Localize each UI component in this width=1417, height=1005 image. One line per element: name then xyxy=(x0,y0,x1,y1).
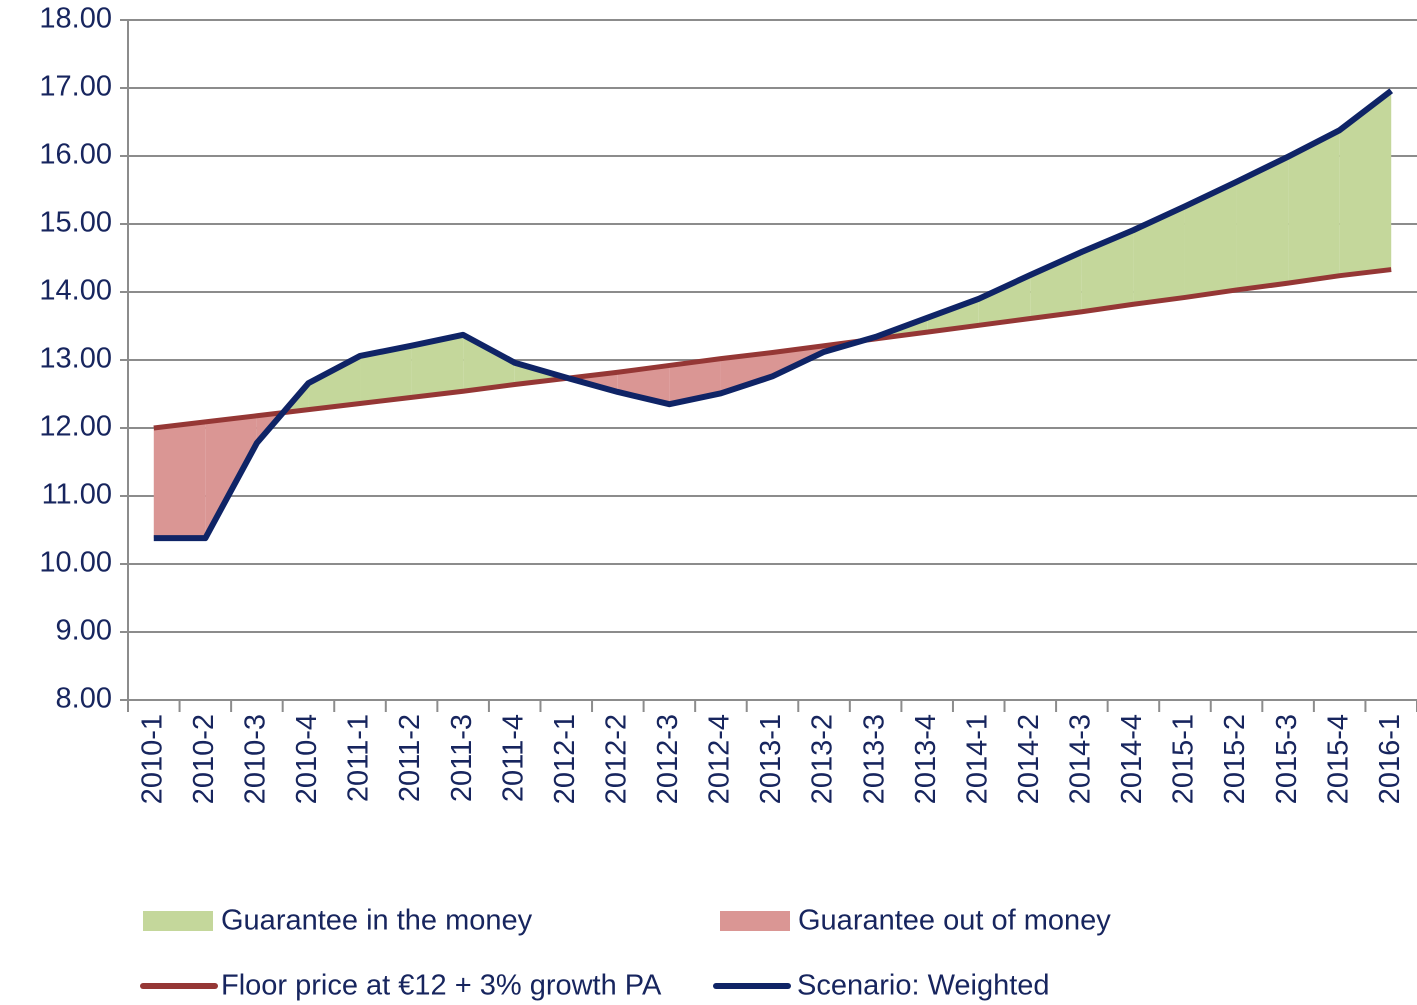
x-tick-label: 2015-3 xyxy=(1271,714,1303,804)
y-tick-label: 10.00 xyxy=(39,547,112,579)
y-tick-label: 14.00 xyxy=(39,275,112,307)
x-tick-label: 2013-4 xyxy=(910,714,942,804)
legend-label: Floor price at €12 + 3% growth PA xyxy=(221,970,662,1002)
x-tick-label: 2014-2 xyxy=(1013,714,1045,804)
area-segment xyxy=(1288,130,1340,284)
y-tick-label: 16.00 xyxy=(39,139,112,171)
y-tick-label: 17.00 xyxy=(39,71,112,103)
area-segment xyxy=(1081,230,1134,312)
x-tick-label: 2012-2 xyxy=(600,714,632,804)
area-segment xyxy=(205,415,257,539)
y-tick-label: 11.00 xyxy=(42,479,112,511)
x-tick-label: 2013-3 xyxy=(858,714,890,804)
y-tick-label: 8.00 xyxy=(56,683,112,715)
area-segment xyxy=(978,275,1031,326)
x-tick-label: 2013-2 xyxy=(807,714,839,804)
x-tick-label: 2014-4 xyxy=(1116,714,1148,804)
legend-label: Guarantee out of money xyxy=(798,905,1111,937)
legend-swatch xyxy=(720,911,790,931)
x-tick-label: 2015-2 xyxy=(1219,714,1251,804)
area-segment xyxy=(463,334,515,392)
x-tick-label: 2015-1 xyxy=(1168,714,1200,804)
x-tick-label: 2011-4 xyxy=(497,714,529,802)
area-segment xyxy=(360,345,412,404)
y-tick-label: 13.00 xyxy=(39,343,112,375)
x-tick-label: 2010-4 xyxy=(291,714,323,804)
x-tick-label: 2011-2 xyxy=(394,714,426,802)
x-tick-label: 2014-1 xyxy=(961,714,993,804)
area-segment xyxy=(1133,206,1185,305)
area-segment xyxy=(411,334,464,398)
area-segment xyxy=(927,298,979,333)
x-tick-label: 2015-4 xyxy=(1322,714,1354,804)
x-tick-label: 2013-1 xyxy=(755,714,787,804)
y-tick-label: 9.00 xyxy=(56,615,112,647)
area-segment xyxy=(153,421,206,539)
x-tick-label: 2012-3 xyxy=(652,714,684,804)
x-tick-label: 2010-2 xyxy=(188,714,220,804)
legend-label: Scenario: Weighted xyxy=(797,970,1050,1002)
legend-label: Guarantee in the money xyxy=(221,905,533,937)
legend-swatch xyxy=(143,911,213,931)
line-series xyxy=(153,267,1392,431)
area-segment xyxy=(308,355,361,410)
area-segment xyxy=(1184,181,1237,298)
area-segment xyxy=(720,352,773,394)
x-tick-label: 2010-1 xyxy=(136,714,168,804)
y-tick-label: 18.00 xyxy=(39,3,112,35)
y-tick-label: 12.00 xyxy=(39,411,112,443)
y-tick-label: 15.00 xyxy=(39,207,112,239)
area-segment xyxy=(669,358,721,405)
x-tick-label: 2012-4 xyxy=(704,714,736,804)
area-segment xyxy=(1030,251,1082,319)
area-segment xyxy=(1339,90,1392,276)
x-tick-label: 2016-1 xyxy=(1374,714,1406,804)
x-tick-label: 2011-1 xyxy=(343,714,375,802)
x-tick-label: 2012-1 xyxy=(549,714,581,804)
x-tick-label: 2010-3 xyxy=(240,714,272,804)
x-tick-label: 2014-3 xyxy=(1065,714,1097,804)
x-tick-label: 2011-3 xyxy=(446,714,478,802)
line-series xyxy=(153,88,1394,542)
area-segment xyxy=(1236,156,1289,290)
